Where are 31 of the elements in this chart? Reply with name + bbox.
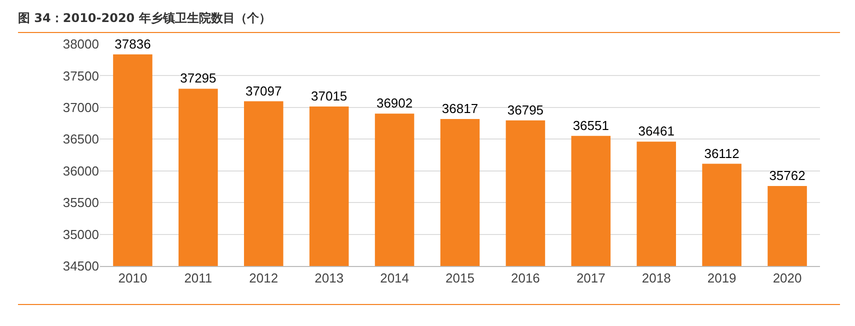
y-tick-label: 35000 (62, 226, 99, 242)
data-label: 37097 (246, 83, 282, 98)
x-tick-label: 2018 (642, 270, 671, 286)
data-label: 36461 (638, 124, 674, 139)
y-tick-label: 36500 (62, 132, 99, 147)
y-tick-label: 38000 (62, 36, 99, 52)
x-tick-label: 2016 (510, 270, 540, 286)
x-tick-label: 2011 (184, 270, 212, 286)
data-label: 37836 (114, 36, 151, 52)
x-tick-label: 2013 (314, 270, 344, 286)
x-tick-label: 2014 (380, 270, 410, 286)
chart-title: 图 34：2010-2020 年乡镇卫生院数目（个） (18, 10, 271, 27)
y-tick-label: 37500 (62, 68, 99, 84)
y-tick-label: 35500 (62, 195, 99, 210)
data-label: 36817 (442, 101, 478, 116)
data-label: 36551 (572, 118, 609, 133)
x-tick-label: 2015 (446, 270, 474, 286)
data-label: 36112 (704, 146, 740, 161)
x-tick-label: 2010 (118, 270, 148, 286)
data-label: 35762 (769, 168, 806, 183)
x-tick-label: 2012 (249, 270, 278, 286)
x-tick-label: 2019 (707, 270, 736, 286)
data-label: 37015 (311, 88, 348, 104)
y-tick-label: 36000 (62, 163, 99, 178)
x-tick-label: 2020 (772, 270, 802, 286)
y-tick-label: 37000 (62, 100, 99, 115)
data-label: 36795 (507, 102, 544, 118)
data-label: 37295 (180, 70, 216, 86)
data-label: 36902 (376, 96, 413, 111)
x-tick-label: 2017 (576, 270, 606, 286)
y-tick-label: 34500 (62, 258, 99, 274)
